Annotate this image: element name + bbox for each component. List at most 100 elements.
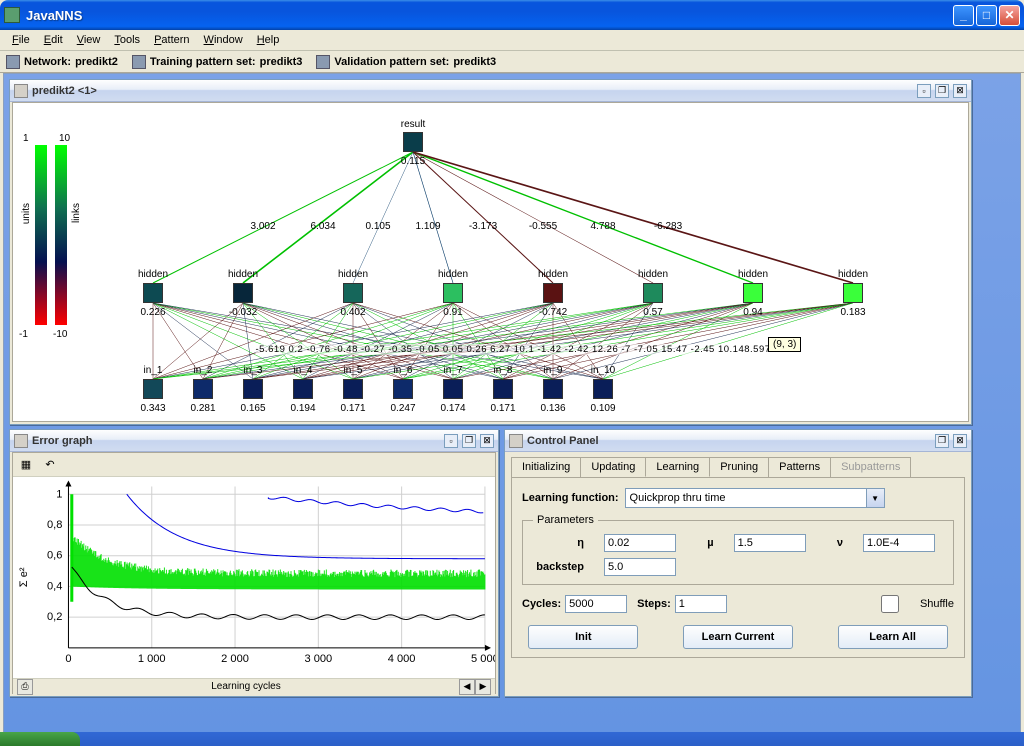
unit-node[interactable] <box>393 379 413 399</box>
unit-node[interactable] <box>543 379 563 399</box>
steps-input[interactable] <box>675 595 727 613</box>
close-inner-button[interactable]: ⊠ <box>953 434 967 448</box>
links-min: -10 <box>53 329 67 340</box>
edge-weight: 6.034 <box>310 221 335 232</box>
menu-tools[interactable]: Tools <box>108 32 146 48</box>
training-label: Training pattern set: <box>150 56 256 68</box>
close-inner-button[interactable]: ⊠ <box>953 84 967 98</box>
menu-window[interactable]: Window <box>198 32 249 48</box>
unit-node[interactable] <box>593 379 613 399</box>
scroll-left-button[interactable]: ◀ <box>459 679 475 695</box>
unit-value: 0.91 <box>443 307 462 318</box>
unit-label: hidden <box>838 269 868 280</box>
tab-updating[interactable]: Updating <box>580 457 646 477</box>
maximize-inner-button[interactable]: ❐ <box>935 84 949 98</box>
network-canvas[interactable]: 1 10 units links -1 -10 result0.115hidde… <box>13 103 968 421</box>
learn-all-button[interactable]: Learn All <box>838 625 948 649</box>
edge-weight: -0.555 <box>529 221 557 232</box>
unit-label: hidden <box>738 269 768 280</box>
svg-text:3 000: 3 000 <box>304 653 332 665</box>
svg-text:0,2: 0,2 <box>47 611 62 623</box>
minimize-button[interactable]: _ <box>953 5 974 26</box>
unit-node[interactable] <box>443 379 463 399</box>
windows-taskbar[interactable] <box>0 732 1024 746</box>
maximize-button[interactable]: □ <box>976 5 997 26</box>
unit-node[interactable] <box>293 379 313 399</box>
grid-toggle-button[interactable]: ▦ <box>15 455 37 475</box>
nu-input[interactable] <box>863 534 935 552</box>
iconify-button[interactable]: ▫ <box>917 84 931 98</box>
init-button[interactable]: Init <box>528 625 638 649</box>
network-view-titlebar[interactable]: predikt2 <1> ▫ ❐ ⊠ <box>10 80 971 102</box>
error-toolbar: ▦ ↶ <box>13 453 495 477</box>
units-max: 1 <box>23 133 29 144</box>
unit-node[interactable] <box>343 379 363 399</box>
unit-label: in_6 <box>394 365 413 376</box>
unit-node[interactable] <box>543 283 563 303</box>
unit-node[interactable] <box>493 379 513 399</box>
learning-function-input[interactable] <box>625 488 867 508</box>
menu-file[interactable]: File <box>6 32 36 48</box>
export-button[interactable]: ⎙ <box>17 679 33 695</box>
unit-value: 0.281 <box>190 403 215 414</box>
tab-patterns[interactable]: Patterns <box>768 457 831 477</box>
training-info: Training pattern set: predikt3 <box>132 55 303 69</box>
unit-value: 0.57 <box>643 307 662 318</box>
main-titlebar: JavaNNS _ □ ✕ <box>0 0 1024 30</box>
menu-edit[interactable]: Edit <box>38 32 69 48</box>
clear-button[interactable]: ↶ <box>39 455 61 475</box>
validation-info: Validation pattern set: predikt3 <box>316 55 496 69</box>
maximize-inner-button[interactable]: ❐ <box>935 434 949 448</box>
maximize-inner-button[interactable]: ❐ <box>462 434 476 448</box>
svg-text:0,8: 0,8 <box>47 519 62 531</box>
unit-node[interactable] <box>243 379 263 399</box>
close-inner-button[interactable]: ⊠ <box>480 434 494 448</box>
control-window-icon <box>509 434 523 448</box>
backstep-input[interactable] <box>604 558 676 576</box>
control-tabs: InitializingUpdatingLearningPruningPatte… <box>511 457 965 478</box>
unit-node[interactable] <box>643 283 663 303</box>
unit-value: 0.194 <box>290 403 315 414</box>
units-axis-label: units <box>21 203 32 224</box>
start-button[interactable] <box>0 732 80 746</box>
unit-node[interactable] <box>343 283 363 303</box>
iconify-button[interactable]: ▫ <box>444 434 458 448</box>
unit-node[interactable] <box>443 283 463 303</box>
edge-weight: 3.002 <box>250 221 275 232</box>
error-graph-titlebar[interactable]: Error graph ▫ ❐ ⊠ <box>10 430 498 452</box>
tab-initializing[interactable]: Initializing <box>511 457 581 477</box>
unit-node[interactable] <box>743 283 763 303</box>
tab-pruning[interactable]: Pruning <box>709 457 769 477</box>
unit-node[interactable] <box>143 283 163 303</box>
unit-node[interactable] <box>233 283 253 303</box>
combo-arrow-icon[interactable]: ▼ <box>867 488 885 508</box>
unit-label: in_7 <box>444 365 463 376</box>
unit-node[interactable] <box>843 283 863 303</box>
scroll-right-button[interactable]: ▶ <box>475 679 491 695</box>
unit-label: in_5 <box>344 365 363 376</box>
mu-input[interactable] <box>734 534 806 552</box>
unit-node[interactable] <box>403 132 423 152</box>
unit-node[interactable] <box>193 379 213 399</box>
menu-help[interactable]: Help <box>251 32 286 48</box>
unit-label: in_10 <box>591 365 615 376</box>
learning-function-combo[interactable]: ▼ <box>625 488 885 508</box>
close-button[interactable]: ✕ <box>999 5 1020 26</box>
eta-input[interactable] <box>604 534 676 552</box>
error-chart-svg: 0,20,40,60,8101 0002 0003 0004 0005 000Σ… <box>13 477 495 678</box>
unit-value: 0.165 <box>240 403 265 414</box>
unit-value: 0.109 <box>590 403 615 414</box>
tab-learning[interactable]: Learning <box>645 457 710 477</box>
units-colorbar <box>35 145 47 325</box>
menu-pattern[interactable]: Pattern <box>148 32 195 48</box>
shuffle-checkbox[interactable] <box>864 595 916 613</box>
control-panel-titlebar[interactable]: Control Panel ❐ ⊠ <box>505 430 971 452</box>
unit-node[interactable] <box>143 379 163 399</box>
unit-label: hidden <box>438 269 468 280</box>
svg-text:4 000: 4 000 <box>388 653 416 665</box>
menu-view[interactable]: View <box>71 32 107 48</box>
error-plot-area[interactable]: 0,20,40,60,8101 0002 0003 0004 0005 000Σ… <box>13 477 495 678</box>
parameters-legend: Parameters <box>533 514 598 526</box>
learn-current-button[interactable]: Learn Current <box>683 625 793 649</box>
cycles-input[interactable] <box>565 595 627 613</box>
